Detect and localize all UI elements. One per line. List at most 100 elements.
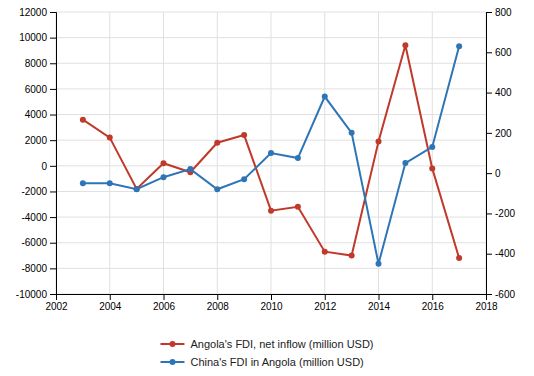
tick-label: 2010 (260, 301, 283, 312)
grid (56, 12, 486, 294)
tick-label: -10000 (16, 289, 48, 300)
tick: 4000 (25, 109, 56, 120)
y2-axis: -600 -400 -200 0 200 400 600 800 (486, 7, 515, 300)
tick: -600 (486, 289, 515, 300)
tick: -8000 (21, 263, 56, 274)
plot: 200220042006200820102012201420162018-100… (16, 7, 516, 312)
tick-label: -6000 (21, 237, 47, 248)
x-axis: 200220042006200820102012201420162018 (45, 294, 498, 312)
point (268, 150, 274, 156)
grid-line (378, 12, 379, 294)
point (376, 261, 382, 267)
tick: 8000 (25, 58, 56, 69)
tick-label: -600 (495, 289, 515, 300)
tick-label: 800 (495, 7, 512, 18)
tick-label: 0 (495, 168, 501, 179)
tick-mark (486, 254, 492, 255)
tick-mark (50, 115, 56, 116)
tick-label: 12000 (19, 7, 47, 18)
axis-line (57, 295, 487, 301)
tick-label: 2018 (475, 301, 498, 312)
tick-mark (164, 294, 165, 300)
tick-label: 2004 (99, 301, 122, 312)
grid-line (432, 12, 433, 294)
tick-label: -8000 (21, 263, 47, 274)
series (80, 43, 462, 267)
tick-mark (110, 294, 111, 300)
tick: 400 (486, 87, 512, 98)
grid-line (217, 12, 218, 294)
point (268, 208, 274, 214)
point (107, 135, 113, 141)
point (134, 186, 140, 192)
tick-mark (486, 173, 492, 174)
legend-label: Angola's FDI, net inflow (million USD) (190, 338, 373, 350)
tick: 12000 (19, 7, 56, 18)
axis-line (50, 13, 57, 295)
tick-mark (379, 294, 380, 300)
tick: 600 (486, 47, 512, 58)
tick-label: -200 (495, 208, 515, 219)
tick: 6000 (25, 84, 56, 95)
point (161, 160, 167, 166)
tick: -400 (486, 248, 515, 259)
tick-label: -2000 (21, 186, 47, 197)
tick-mark (432, 294, 433, 300)
tick-mark (50, 294, 56, 295)
tick-mark (486, 213, 492, 214)
tick: 2016 (422, 294, 445, 312)
tick-label: 200 (495, 128, 512, 139)
tick: -200 (486, 208, 515, 219)
point (429, 165, 435, 171)
tick: -10000 (16, 289, 56, 300)
tick: 200 (486, 128, 512, 139)
legend-marker (169, 341, 175, 347)
point (349, 253, 355, 259)
tick: 2006 (153, 294, 176, 312)
point (187, 166, 193, 172)
point (107, 180, 113, 186)
point (402, 42, 408, 48)
tick-label: 2012 (314, 301, 337, 312)
tick-mark (50, 217, 56, 218)
tick: 10000 (19, 32, 56, 43)
tick-mark (271, 294, 272, 300)
tick-mark (50, 140, 56, 141)
tick: -2000 (21, 186, 56, 197)
tick-label: 0 (41, 161, 47, 172)
series (80, 42, 462, 261)
point (241, 176, 247, 182)
tick: 2008 (207, 294, 230, 312)
legend: Angola's FDI, net inflow (million USD) Ch… (160, 338, 373, 368)
point (402, 160, 408, 166)
point (349, 130, 355, 136)
tick-label: 2014 (368, 301, 391, 312)
legend-marker (169, 359, 175, 365)
line (83, 45, 459, 258)
tick-mark (50, 89, 56, 90)
line (83, 46, 459, 264)
tick: 2010 (260, 294, 283, 312)
tick-mark (50, 63, 56, 64)
tick-label: 2006 (153, 301, 176, 312)
tick: -6000 (21, 237, 56, 248)
y-axis: -10000-8000-6000-4000-200002000400060008… (16, 7, 57, 300)
tick: 800 (486, 7, 512, 18)
tick-label: 600 (495, 47, 512, 58)
point (214, 186, 220, 192)
tick: 2012 (314, 294, 337, 312)
tick-label: 400 (495, 87, 512, 98)
tick-label: 2016 (422, 301, 445, 312)
point (456, 43, 462, 49)
tick-label: 10000 (19, 32, 47, 43)
point (134, 186, 140, 192)
tick: -4000 (21, 212, 56, 223)
tick-label: 8000 (25, 58, 48, 69)
tick: 2004 (99, 294, 122, 312)
point (295, 155, 301, 161)
legend-label: China's FDI in Angola (million USD) (190, 356, 363, 368)
tick-mark (486, 93, 492, 94)
tick-mark (50, 268, 56, 269)
tick-mark (486, 294, 492, 295)
tick-mark (50, 12, 56, 13)
